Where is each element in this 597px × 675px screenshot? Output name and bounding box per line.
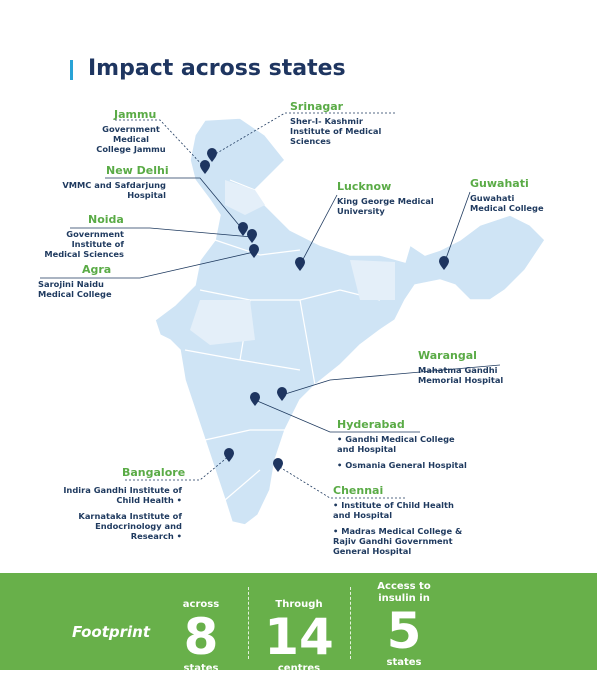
- location: Guwahati Guwahati Medical College: [470, 177, 550, 213]
- location: Jammu Government Medical College Jammu: [96, 108, 166, 154]
- hospital: Sarojini Naidu Medical College: [38, 279, 112, 299]
- pin: [207, 148, 217, 162]
- stat-bottom: centres: [277, 663, 321, 674]
- location: Warangal Mahatma Gandhi Memorial Hospita…: [418, 349, 518, 385]
- pin: [238, 222, 248, 236]
- location: New Delhi VMMC and Safdarjung Hospital: [60, 164, 169, 200]
- city: Srinagar: [290, 100, 344, 113]
- title-accent: [70, 60, 73, 80]
- state-highlight: [190, 300, 255, 345]
- pin: [277, 387, 287, 401]
- footer-label: Footprint: [72, 623, 150, 641]
- stat-number: 8: [183, 608, 219, 666]
- hospital: Madras Medical College & Rajiv Gandhi Go…: [333, 526, 473, 556]
- city: Agra: [82, 263, 112, 276]
- location: Srinagar Sher-I- Kashmir Institute of Me…: [290, 100, 405, 146]
- hospital: King George Medical University: [337, 196, 434, 216]
- divider: [350, 587, 351, 659]
- pin: [247, 229, 257, 243]
- divider: [248, 587, 249, 659]
- city: Hyderabad: [337, 418, 405, 431]
- map: [40, 112, 546, 526]
- pin: [273, 458, 283, 472]
- city: New Delhi: [106, 164, 169, 177]
- state-highlight: [225, 180, 265, 215]
- stat-top: across: [182, 599, 220, 610]
- stat-top: Through: [275, 599, 323, 610]
- location: Lucknow King George Medical University: [337, 180, 437, 216]
- city: Lucknow: [337, 180, 392, 193]
- hospital: Government Institute of Medical Sciences: [44, 229, 124, 259]
- hospital: Mahatma Gandhi Memorial Hospital: [418, 365, 504, 385]
- location: Chennai Institute of Child Health and Ho…: [333, 484, 473, 556]
- state-highlight: [350, 260, 395, 300]
- hospital: Government Medical College Jammu: [96, 124, 166, 154]
- stat: across 8 states: [170, 581, 232, 675]
- pin: [439, 256, 449, 270]
- hospital: Karnataka Institute of Endocrinology and…: [60, 511, 182, 541]
- location: Hyderabad Gandhi Medical College and Hos…: [337, 418, 467, 470]
- city: Guwahati: [470, 177, 529, 190]
- hospital: Institute of Child Health and Hospital: [333, 500, 473, 520]
- stat-top: Access to insulin in: [377, 581, 431, 604]
- leader-lines: [40, 112, 501, 499]
- hospital: Osmania General Hospital: [337, 460, 467, 470]
- location: Bangalore Indira Gandhi Institute of Chi…: [60, 466, 186, 541]
- stat: Access to insulin in 5 states: [365, 581, 443, 669]
- city: Warangal: [418, 349, 477, 362]
- stat-number: 5: [386, 602, 422, 660]
- stat: Through 14 centres: [255, 581, 343, 675]
- pin: [250, 392, 260, 406]
- pin: [200, 160, 210, 174]
- hospital: VMMC and Safdarjung Hospital: [62, 180, 166, 200]
- stat-bottom: states: [386, 657, 422, 668]
- hospital: Gandhi Medical College and Hospital: [337, 434, 467, 454]
- location: Agra Sarojini Naidu Medical College: [38, 263, 118, 299]
- pin: [295, 257, 305, 271]
- city: Bangalore: [122, 466, 186, 479]
- city: Chennai: [333, 484, 384, 497]
- pin: [224, 448, 234, 462]
- hospital: Indira Gandhi Institute of Child Health: [60, 485, 182, 505]
- pins: [200, 148, 449, 472]
- city: Jammu: [114, 108, 157, 121]
- title: Impact across states: [88, 56, 346, 81]
- india-map: [154, 117, 546, 526]
- stat-bottom: states: [183, 663, 219, 674]
- hospital: Guwahati Medical College: [470, 193, 544, 213]
- stat-number: 14: [264, 608, 334, 666]
- city: Noida: [88, 213, 124, 226]
- footer: Footprint across 8 states Through 14 cen…: [0, 573, 597, 674]
- pin: [249, 244, 259, 258]
- location: Noida Government Institute of Medical Sc…: [40, 213, 124, 259]
- hospital: Sher-I- Kashmir Institute of Medical Sci…: [290, 116, 382, 146]
